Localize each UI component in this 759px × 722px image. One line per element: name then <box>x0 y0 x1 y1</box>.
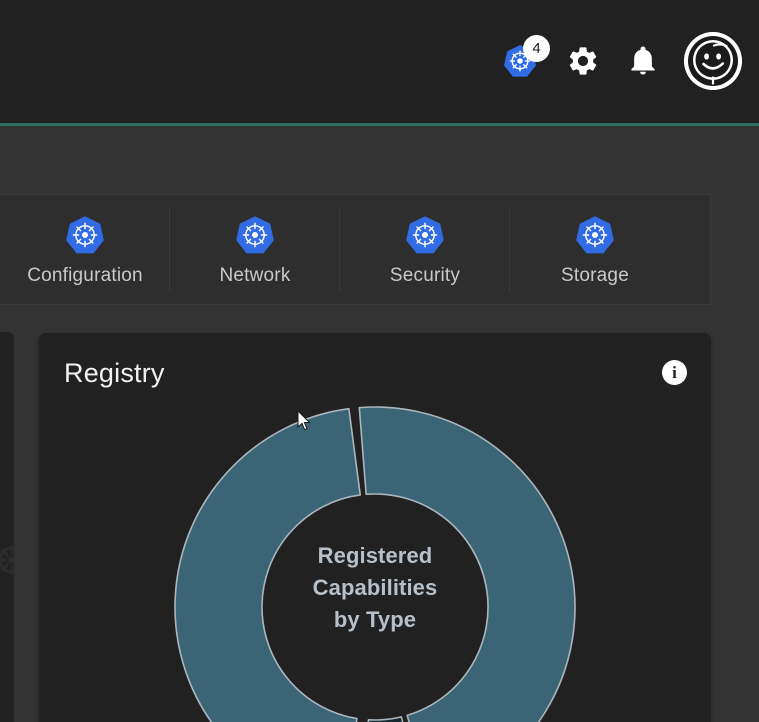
notification-count-badge: 4 <box>523 34 550 62</box>
tile-label-storage: Storage <box>561 264 629 286</box>
info-icon[interactable]: i <box>662 359 687 385</box>
donut-svg <box>174 406 576 722</box>
donut-slice-group[interactable] <box>174 406 576 722</box>
header-actions: 4 <box>498 31 759 90</box>
donut-slice[interactable] <box>174 407 362 722</box>
tile-network[interactable]: Network <box>170 195 340 304</box>
kubernetes-watermark-icon <box>0 545 14 575</box>
donut-slice[interactable] <box>363 716 421 722</box>
bell-icon <box>631 45 655 75</box>
adjacent-card-sliver <box>0 332 14 722</box>
registered-capabilities-donut-chart: Registered Capabilities by Type <box>39 406 711 722</box>
user-avatar-icon <box>684 31 742 90</box>
tile-label-security: Security <box>389 264 461 286</box>
tile-label-configuration: Configuration <box>27 264 143 286</box>
header-accent-rule <box>0 123 759 126</box>
top-header-bar: 4 <box>0 0 759 123</box>
registry-card-header: Registry i <box>39 333 711 407</box>
kubernetes-icon <box>66 215 104 253</box>
donut-slice[interactable] <box>358 406 576 722</box>
tile-configuration[interactable]: Configuration <box>0 195 170 304</box>
capability-tile-bar: Configuration Network <box>0 194 711 305</box>
settings-button[interactable] <box>564 42 602 80</box>
kubernetes-icon <box>576 215 614 253</box>
kubernetes-icon <box>236 215 274 253</box>
kubernetes-icon <box>406 215 444 253</box>
tile-storage[interactable]: Storage <box>510 195 680 304</box>
page-title: Registry <box>64 357 165 388</box>
cluster-notifications-button[interactable]: 4 <box>498 34 550 83</box>
tile-security[interactable]: Security <box>340 195 510 304</box>
gear-icon <box>569 46 597 75</box>
notifications-button[interactable] <box>624 42 662 80</box>
user-avatar[interactable] <box>684 31 742 90</box>
registry-card: Registry i Registered Capabilities by Ty… <box>39 333 711 722</box>
tile-label-network: Network <box>219 264 291 286</box>
